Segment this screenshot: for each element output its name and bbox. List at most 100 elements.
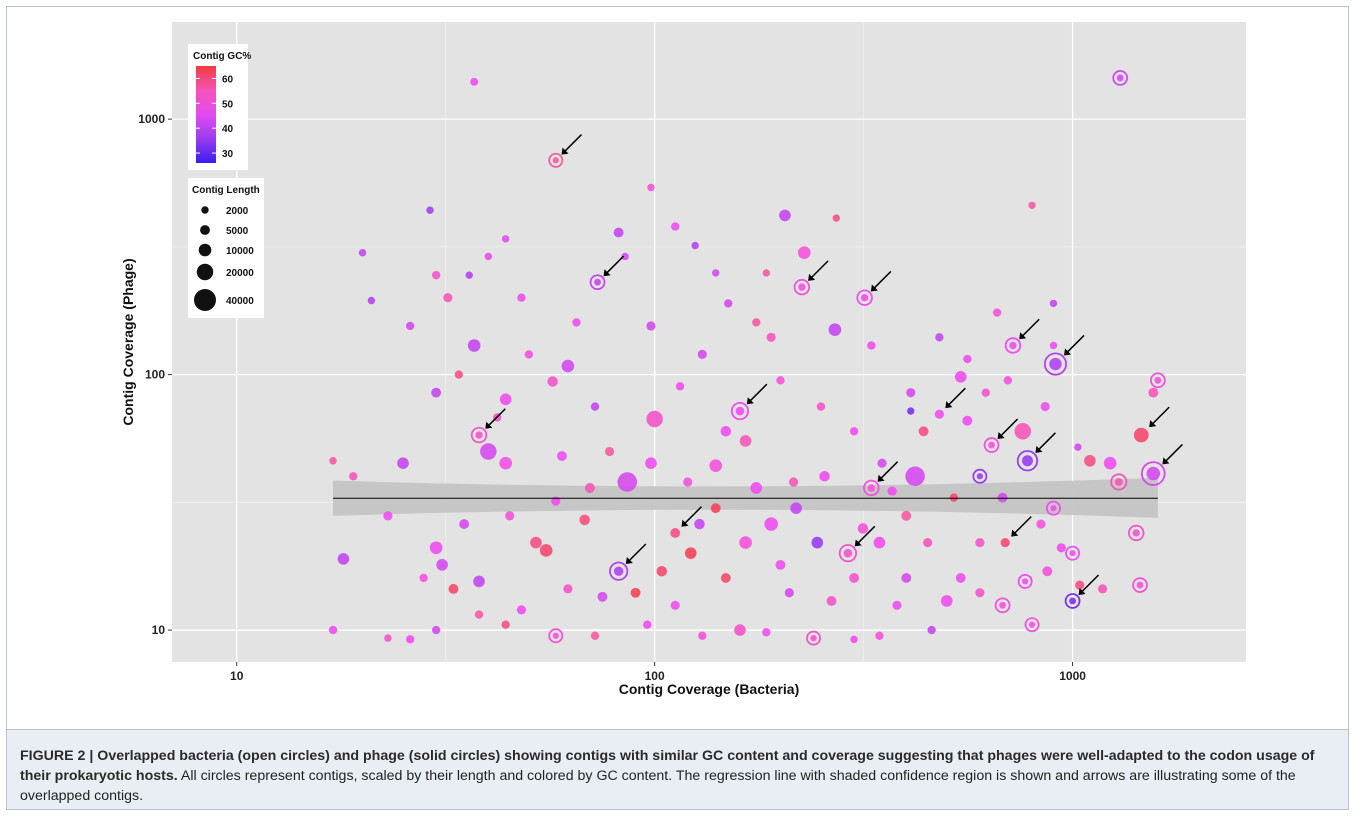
data-point xyxy=(617,472,638,492)
data-point xyxy=(604,446,615,457)
data-point-phage xyxy=(1154,376,1162,384)
arrow-head xyxy=(561,147,569,155)
data-point-phage xyxy=(999,601,1007,609)
data-point xyxy=(473,575,485,588)
data-point xyxy=(935,333,944,342)
data-point-bacteria xyxy=(1017,573,1033,589)
data-point xyxy=(918,426,929,437)
data-point xyxy=(675,382,685,391)
data-point xyxy=(670,600,680,610)
highlighted-point-phage xyxy=(798,283,806,291)
color-legend: Contig GC% 30 40 50 60 xyxy=(188,44,251,170)
data-point xyxy=(962,415,973,426)
data-point xyxy=(720,426,732,437)
arrow-line xyxy=(947,387,966,406)
data-point xyxy=(750,482,763,494)
data-point xyxy=(329,457,337,465)
data-point xyxy=(563,584,573,594)
data-point-bacteria xyxy=(1065,545,1081,561)
arrow-head xyxy=(1078,587,1086,595)
arrow-line xyxy=(1013,516,1032,535)
arrow-line xyxy=(628,543,647,562)
data-point xyxy=(516,605,527,615)
data-point xyxy=(557,451,567,461)
data-point-phage xyxy=(1022,578,1029,585)
data-point xyxy=(724,299,733,308)
data-point xyxy=(997,492,1008,503)
data-point xyxy=(887,486,897,496)
highlighted-point-phage xyxy=(475,431,483,439)
data-point xyxy=(358,249,367,257)
highlighted-point-phage xyxy=(867,484,876,492)
data-point xyxy=(709,459,723,472)
size-key-label: 10000 xyxy=(226,246,254,257)
data-point xyxy=(431,625,441,635)
highlighted-point-phage xyxy=(1049,357,1062,371)
data-point-phage xyxy=(1114,478,1123,486)
data-point xyxy=(691,241,699,250)
arrow-head xyxy=(1011,529,1019,537)
data-point xyxy=(572,318,581,327)
data-point xyxy=(499,393,512,406)
data-point xyxy=(819,471,830,482)
highlighted-point-phage xyxy=(1069,597,1077,605)
data-point xyxy=(1084,454,1096,467)
data-point xyxy=(517,293,526,302)
highlighted-point-bacteria xyxy=(470,426,488,444)
data-point-phage xyxy=(976,473,983,480)
data-point xyxy=(776,376,785,385)
data-point xyxy=(474,610,484,619)
gc-colorbar xyxy=(196,66,216,163)
data-point xyxy=(431,271,441,280)
data-point xyxy=(1042,566,1053,577)
data-point xyxy=(683,477,693,487)
data-point xyxy=(405,321,415,331)
data-point xyxy=(789,477,799,487)
data-point xyxy=(779,209,791,222)
data-point xyxy=(1056,543,1066,553)
data-point xyxy=(1148,387,1159,398)
gc-tick-label: 30 xyxy=(222,149,234,160)
highlighted-point-bacteria xyxy=(1064,593,1081,609)
size-key-label: 5000 xyxy=(226,226,249,237)
data-point-bacteria xyxy=(806,630,822,646)
arrow-head xyxy=(870,284,878,292)
data-point-phage xyxy=(810,635,817,642)
data-point-phage xyxy=(1132,529,1140,537)
data-point xyxy=(539,544,553,557)
data-point xyxy=(484,252,493,261)
data-point xyxy=(480,443,497,460)
data-point xyxy=(646,321,656,331)
data-point xyxy=(431,387,442,398)
data-point-phage xyxy=(1069,550,1076,557)
highlighted-point-phage xyxy=(988,441,996,449)
arrow-head xyxy=(808,273,816,281)
data-point xyxy=(849,573,859,583)
size-key-circle xyxy=(201,206,209,214)
caption-label: FIGURE 2 | xyxy=(20,748,94,764)
data-point xyxy=(734,624,746,636)
highlighted-point xyxy=(1133,427,1149,443)
data-point xyxy=(752,318,761,327)
size-key-label: 40000 xyxy=(226,296,254,307)
y-tick-label: 1000 xyxy=(138,112,165,126)
highlighted-point-bacteria xyxy=(793,278,811,296)
arrow-line xyxy=(1021,318,1040,337)
arrow-line xyxy=(1037,432,1056,451)
highlighted-point-bacteria xyxy=(589,274,606,291)
highlighted-point-bacteria xyxy=(609,561,629,581)
y-tick-label: 10 xyxy=(152,623,166,637)
arrow-head xyxy=(625,556,633,564)
data-point xyxy=(720,573,731,583)
highlighted-point-phage xyxy=(1009,341,1017,350)
highlighted-point xyxy=(934,409,944,419)
data-point xyxy=(405,635,415,644)
data-point xyxy=(849,427,859,436)
data-point xyxy=(501,620,510,629)
highlighted-point-bacteria xyxy=(838,544,858,563)
data-point xyxy=(1103,456,1117,470)
arrow-line xyxy=(606,255,625,274)
gc-tick-label: 40 xyxy=(222,124,234,135)
data-point xyxy=(975,588,985,598)
data-point xyxy=(419,573,428,583)
